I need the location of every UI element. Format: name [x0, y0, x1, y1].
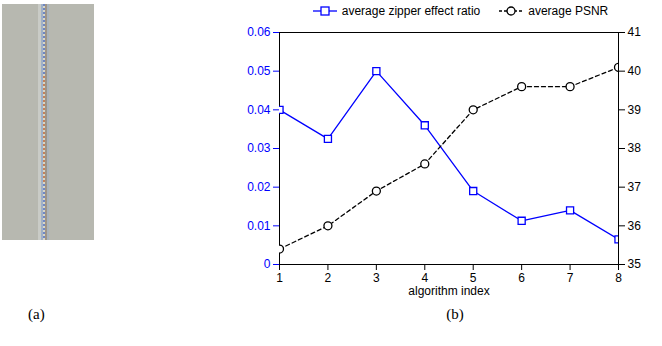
svg-text:algorithm index: algorithm index: [408, 284, 489, 298]
html-text:average zipper effect ratio: average zipper effect ratio: [341, 4, 481, 18]
svg-text:35: 35: [628, 257, 642, 271]
html-text:average PSNR: average PSNR: [528, 4, 609, 18]
svg-text:1: 1: [276, 271, 283, 285]
svg-text:0: 0: [264, 257, 271, 271]
svg-text:4: 4: [421, 271, 429, 285]
svg-text:0.03: 0.03: [247, 141, 271, 155]
svg-text:40: 40: [628, 64, 642, 78]
svg-text:3: 3: [373, 271, 380, 285]
svg-text:0.02: 0.02: [247, 180, 271, 194]
html-text:(b): (b): [446, 306, 464, 322]
svg-text:37: 37: [628, 180, 642, 194]
svg-text:7: 7: [567, 271, 574, 285]
svg-text:38: 38: [628, 141, 642, 155]
svg-text:0.01: 0.01: [247, 219, 271, 233]
svg-text:6: 6: [518, 271, 525, 285]
svg-text:0.04: 0.04: [247, 103, 271, 117]
svg-text:8: 8: [615, 271, 622, 285]
svg-text:2: 2: [325, 271, 332, 285]
svg-text:39: 39: [628, 103, 642, 117]
html-text:(a): (a): [28, 306, 45, 322]
svg-text:5: 5: [469, 271, 477, 285]
svg-text:41: 41: [628, 25, 642, 39]
svg-text:0.05: 0.05: [247, 64, 271, 78]
svg-text:36: 36: [628, 219, 642, 233]
svg-text:0.06: 0.06: [247, 25, 271, 39]
